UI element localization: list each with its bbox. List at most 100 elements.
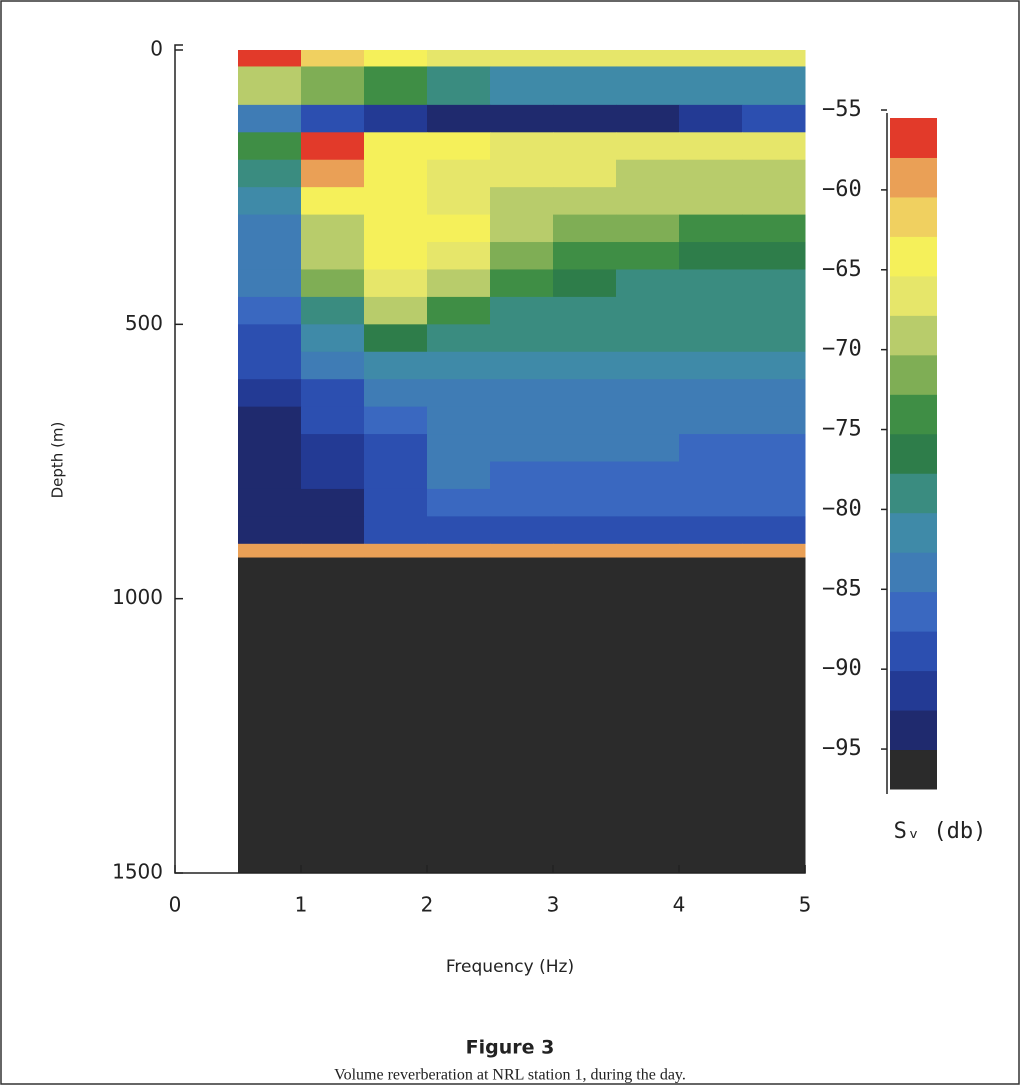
heatmap-cell [679, 324, 743, 353]
colorbar-band [890, 473, 937, 514]
colorbar-band [890, 552, 937, 593]
heatmap-cell [679, 50, 743, 67]
heatmap-cell [616, 66, 680, 106]
heatmap-cell [742, 104, 806, 133]
heatmap-cell [427, 351, 491, 380]
heatmap-cell [490, 104, 554, 133]
heatmap-cell [301, 543, 365, 559]
heatmap-cell [427, 296, 491, 325]
heatmap-cell [301, 296, 365, 325]
heatmap-cell [301, 324, 365, 353]
heatmap-cell [301, 242, 365, 270]
colorbar-band [890, 631, 937, 672]
heatmap-cell [742, 324, 806, 353]
heatmap-cell [238, 488, 302, 517]
heatmap-cell [742, 516, 806, 545]
caption: Volume reverberation at NRL station 1, d… [334, 1067, 686, 1084]
heatmap-cell [364, 132, 428, 161]
colorbar-band [890, 196, 937, 237]
heatmap-cell [742, 269, 806, 298]
heatmap-cell [238, 351, 302, 380]
heatmap-cell [427, 488, 491, 517]
heatmap-cell [553, 66, 617, 106]
heatmap-cell [238, 406, 302, 435]
heatmap-cell [742, 434, 806, 462]
colorbar-tick-label: −70 [822, 337, 862, 362]
heatmap-cell [364, 406, 428, 435]
heatmap-cell [238, 242, 302, 270]
colorbar-tick-label: −75 [822, 417, 862, 442]
colorbar-tick-label: −95 [822, 736, 862, 761]
heatmap-cell [679, 296, 743, 325]
heatmap-cell [742, 242, 806, 270]
heatmap-cell [301, 488, 365, 517]
heatmap-cell [301, 379, 365, 408]
colorbar-band [890, 670, 937, 711]
heatmap-cell [616, 557, 680, 874]
colorbar-band [890, 354, 937, 395]
heatmap-cell [553, 159, 617, 188]
heatmap-cell [553, 488, 617, 517]
colorbar-tick-label: −85 [822, 576, 862, 601]
heatmap-cell [553, 461, 617, 490]
y-axis-label: Depth (m) [49, 422, 67, 499]
heatmap-cell [427, 516, 491, 545]
heatmap-cell [238, 159, 302, 188]
heatmap-cell [742, 406, 806, 435]
heatmap-cell [427, 159, 491, 188]
heatmap-cell [742, 461, 806, 490]
heatmap-cell [364, 516, 428, 545]
heatmap-cell [616, 516, 680, 545]
heatmap-cell [616, 406, 680, 435]
heatmap-cell [427, 269, 491, 298]
heatmap-cell [301, 159, 365, 188]
heatmap-cell [364, 379, 428, 408]
heatmap-cell [238, 516, 302, 545]
heatmap-cell [490, 543, 554, 559]
heatmap-cell [553, 242, 617, 270]
heatmap-cell [490, 351, 554, 380]
heatmap-cell [364, 488, 428, 517]
y-tick-label: 0 [150, 37, 163, 61]
heatmap-cell [490, 214, 554, 243]
colorbar-band [890, 512, 937, 553]
heatmap-cell [553, 104, 617, 133]
heatmap-cell [553, 50, 617, 67]
heatmap-cell [301, 406, 365, 435]
heatmap-cell [238, 214, 302, 243]
heatmap-cell [364, 50, 428, 67]
heatmap-cell [679, 132, 743, 161]
heatmap-cell [679, 104, 743, 133]
heatmap-cell [364, 543, 428, 559]
colorbar-band [890, 315, 937, 356]
heatmap-cell [364, 461, 428, 490]
y-tick-label: 1500 [112, 860, 163, 884]
heatmap-cell [490, 296, 554, 325]
colorbar-band [890, 236, 937, 277]
colorbar-band [890, 157, 937, 198]
heatmap-cell [679, 214, 743, 243]
heatmap-cell [364, 242, 428, 270]
heatmap-cell [238, 296, 302, 325]
heatmap-cell [679, 269, 743, 298]
heatmap-cell [301, 461, 365, 490]
colorbar-band [890, 433, 937, 474]
colorbar-tick-label: −55 [822, 97, 862, 122]
heatmap-cell [238, 461, 302, 490]
heatmap-cell [742, 132, 806, 161]
heatmap-cell [553, 406, 617, 435]
heatmap-cell [490, 187, 554, 216]
heatmap-cell [679, 351, 743, 380]
x-tick-label: 1 [295, 893, 308, 917]
heatmap-cell [301, 557, 365, 874]
heatmap-cell [616, 50, 680, 67]
heatmap-cell [616, 159, 680, 188]
heatmap-cell [301, 351, 365, 380]
heatmap-cell [427, 242, 491, 270]
heatmap-cell [238, 187, 302, 216]
heatmap-cell [427, 406, 491, 435]
heatmap-cell [616, 296, 680, 325]
heatmap-cell [238, 132, 302, 161]
heatmap-cell [553, 379, 617, 408]
